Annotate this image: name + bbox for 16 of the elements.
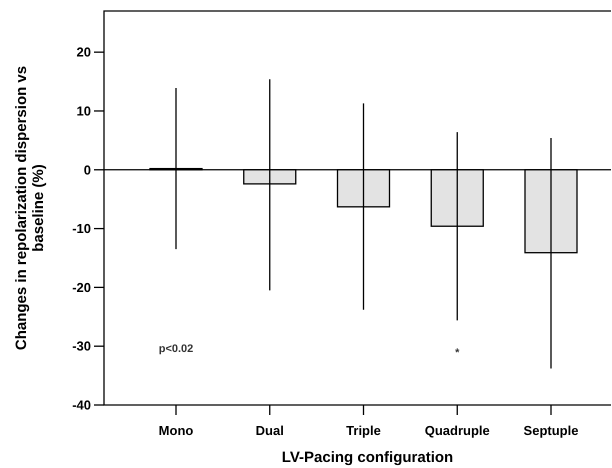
x-axis-title: LV-Pacing configuration — [282, 449, 454, 466]
annotation: p<0.02 — [158, 342, 194, 355]
y-tick-label: -20 — [72, 280, 91, 295]
y-tick-label: -10 — [72, 221, 91, 236]
x-tick-label: Quadruple — [424, 423, 490, 438]
y-axis-title: Changes in repolarization dispersion vs baseline (%) — [13, 66, 47, 350]
x-tick-label: Triple — [346, 423, 381, 438]
x-tick-label: Mono — [158, 423, 194, 438]
x-tick-label: Septuple — [524, 423, 578, 438]
y-tick-label: 10 — [76, 104, 91, 119]
y-tick-label: -40 — [72, 398, 91, 413]
y-tick-label: 20 — [76, 44, 91, 60]
annotation: * — [455, 346, 460, 359]
x-tick-label: Dual — [256, 423, 284, 438]
y-tick-label: -30 — [72, 338, 91, 354]
y-tick-label: 0 — [84, 162, 91, 178]
